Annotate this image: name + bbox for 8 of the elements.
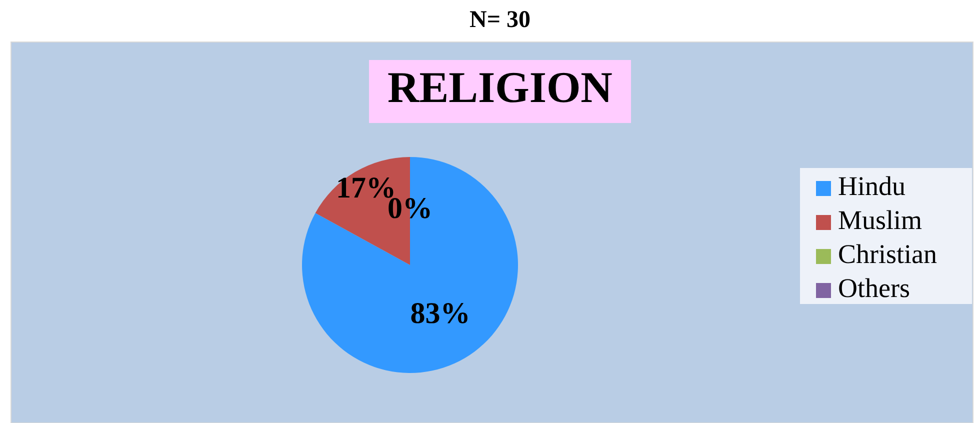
- legend-label: Others: [838, 273, 910, 304]
- chart-subtitle: N= 30: [469, 7, 531, 33]
- legend-label: Hindu: [838, 171, 906, 202]
- chart-title: RELIGION: [388, 63, 613, 112]
- data-label: 83%: [410, 297, 470, 330]
- pie-slice: [302, 157, 518, 373]
- legend-label: Christian: [838, 239, 938, 270]
- legend-label: Muslim: [838, 205, 922, 236]
